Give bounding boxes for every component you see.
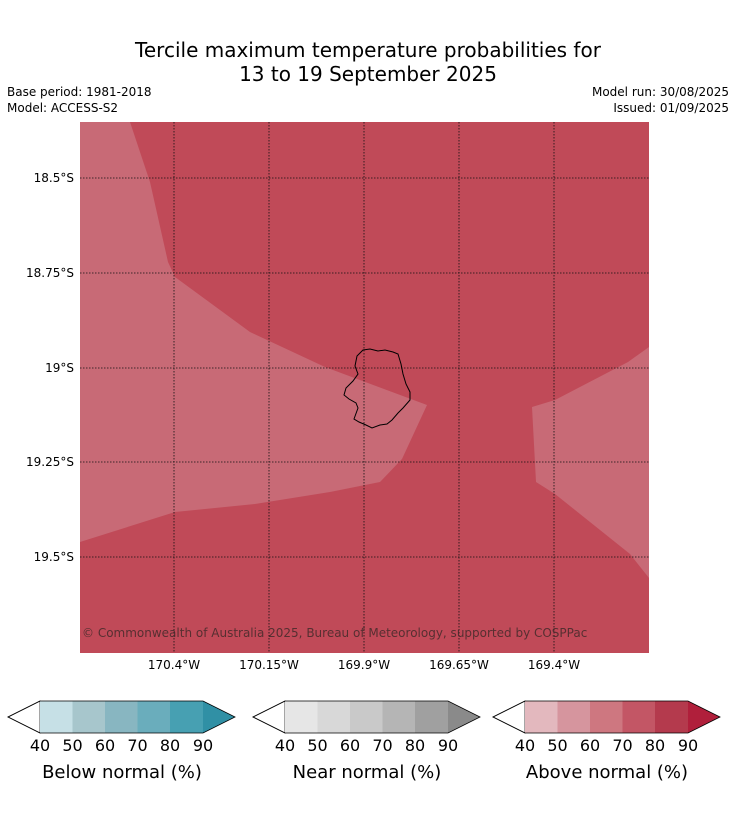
lon-label-3: 169.9°W — [337, 658, 391, 672]
swatch-below-80-90 — [170, 701, 203, 733]
tick-below-90: 90 — [192, 736, 214, 755]
tick-above-70: 70 — [612, 736, 633, 755]
colorbar-above-normal: 40 50 60 70 80 90 Above normal (%) — [491, 700, 723, 784]
tick-below-70: 70 — [127, 736, 148, 755]
swatch-below-60-70 — [105, 701, 138, 733]
copyright-notice: © Commonwealth of Australia 2025, Bureau… — [82, 626, 588, 640]
colorbar-below-normal: 40 50 60 70 80 90 Below normal (%) — [6, 700, 238, 784]
swatch-below-gt90 — [203, 701, 235, 733]
tick-above-60: 60 — [579, 736, 601, 755]
lat-label-1: 18.5°S — [33, 171, 74, 185]
swatch-above-lt40 — [492, 700, 526, 734]
swatch-above-gt90 — [688, 701, 720, 733]
swatch-near-60-70 — [350, 701, 383, 733]
lon-label-2: 170.15°W — [239, 658, 299, 672]
map-area — [80, 122, 649, 653]
lon-label-5: 169.4°W — [527, 658, 581, 672]
swatch-near-gt90 — [448, 701, 480, 733]
tick-below-50: 50 — [62, 736, 83, 755]
tick-below-80: 80 — [159, 736, 181, 755]
lon-label-4: 169.65°W — [429, 658, 489, 672]
swatch-above-50-60 — [557, 701, 590, 733]
fill-above-60-70-west — [80, 122, 427, 542]
swatch-below-40-50 — [40, 701, 73, 733]
tick-below-40: 40 — [29, 736, 51, 755]
tick-above-50: 50 — [547, 736, 568, 755]
swatch-near-50-60 — [317, 701, 350, 733]
tick-near-40: 40 — [274, 736, 296, 755]
metadata-left: Base period: 1981-2018 Model: ACCESS-S2 — [7, 84, 152, 116]
chart-title: Tercile maximum temperature probabilitie… — [0, 38, 736, 86]
tick-near-60: 60 — [339, 736, 361, 755]
colorbar-below-swatches — [7, 700, 236, 734]
swatch-near-lt40 — [252, 700, 286, 734]
lat-label-2: 18.75°S — [26, 266, 74, 280]
tick-above-80: 80 — [644, 736, 666, 755]
title-line-1: Tercile maximum temperature probabilitie… — [135, 38, 601, 62]
lat-label-5: 19.5°S — [33, 550, 74, 564]
swatch-below-lt40 — [7, 700, 41, 734]
colorbar-above-label: Above normal (%) — [525, 762, 689, 783]
tick-near-70: 70 — [372, 736, 393, 755]
issued-date: Issued: 01/09/2025 — [613, 101, 729, 115]
colorbar-above-swatches — [492, 700, 721, 734]
tick-above-40: 40 — [514, 736, 536, 755]
swatch-near-40-50 — [285, 701, 318, 733]
colorbar-near-label: Near normal (%) — [292, 762, 442, 783]
lat-label-4: 19.25°S — [26, 455, 74, 469]
colorbar-above-ticks: 40 50 60 70 80 90 — [491, 736, 723, 756]
tick-near-90: 90 — [437, 736, 459, 755]
colorbar-near-swatches — [252, 700, 481, 734]
lon-label-1: 170.4°W — [147, 658, 201, 672]
swatch-above-80-90 — [655, 701, 688, 733]
colorbar-near-outline — [252, 700, 481, 734]
colorbar-near-normal: 40 50 60 70 80 90 Near normal (%) — [251, 700, 483, 784]
tick-above-90: 90 — [677, 736, 699, 755]
swatch-above-40-50 — [525, 701, 558, 733]
fill-above-60-70-east — [532, 347, 649, 578]
swatch-below-50-60 — [72, 701, 105, 733]
model-name: Model: ACCESS-S2 — [7, 101, 119, 115]
swatch-near-70-80 — [382, 701, 415, 733]
swatch-below-70-80 — [137, 701, 170, 733]
base-period: Base period: 1981-2018 — [7, 85, 152, 99]
colorbar-near-ticks: 40 50 60 70 80 90 — [251, 736, 483, 756]
colorbar-below-ticks: 40 50 60 70 80 90 — [6, 736, 238, 756]
swatch-near-80-90 — [415, 701, 448, 733]
colorbar-above-outline — [492, 700, 721, 734]
swatch-above-70-80 — [622, 701, 655, 733]
metadata-right: Model run: 30/08/2025 Issued: 01/09/2025 — [592, 84, 729, 116]
colorbar-below-label: Below normal (%) — [42, 762, 202, 783]
tick-near-50: 50 — [307, 736, 328, 755]
tick-near-80: 80 — [404, 736, 426, 755]
island-outline — [343, 348, 411, 429]
tick-below-60: 60 — [94, 736, 116, 755]
colorbar-below-outline — [7, 700, 236, 734]
title-line-2: 13 to 19 September 2025 — [239, 62, 497, 86]
model-run: Model run: 30/08/2025 — [591, 85, 729, 99]
gridlines — [80, 122, 649, 653]
swatch-above-60-70 — [590, 701, 623, 733]
lat-label-3: 19°S — [45, 361, 74, 375]
